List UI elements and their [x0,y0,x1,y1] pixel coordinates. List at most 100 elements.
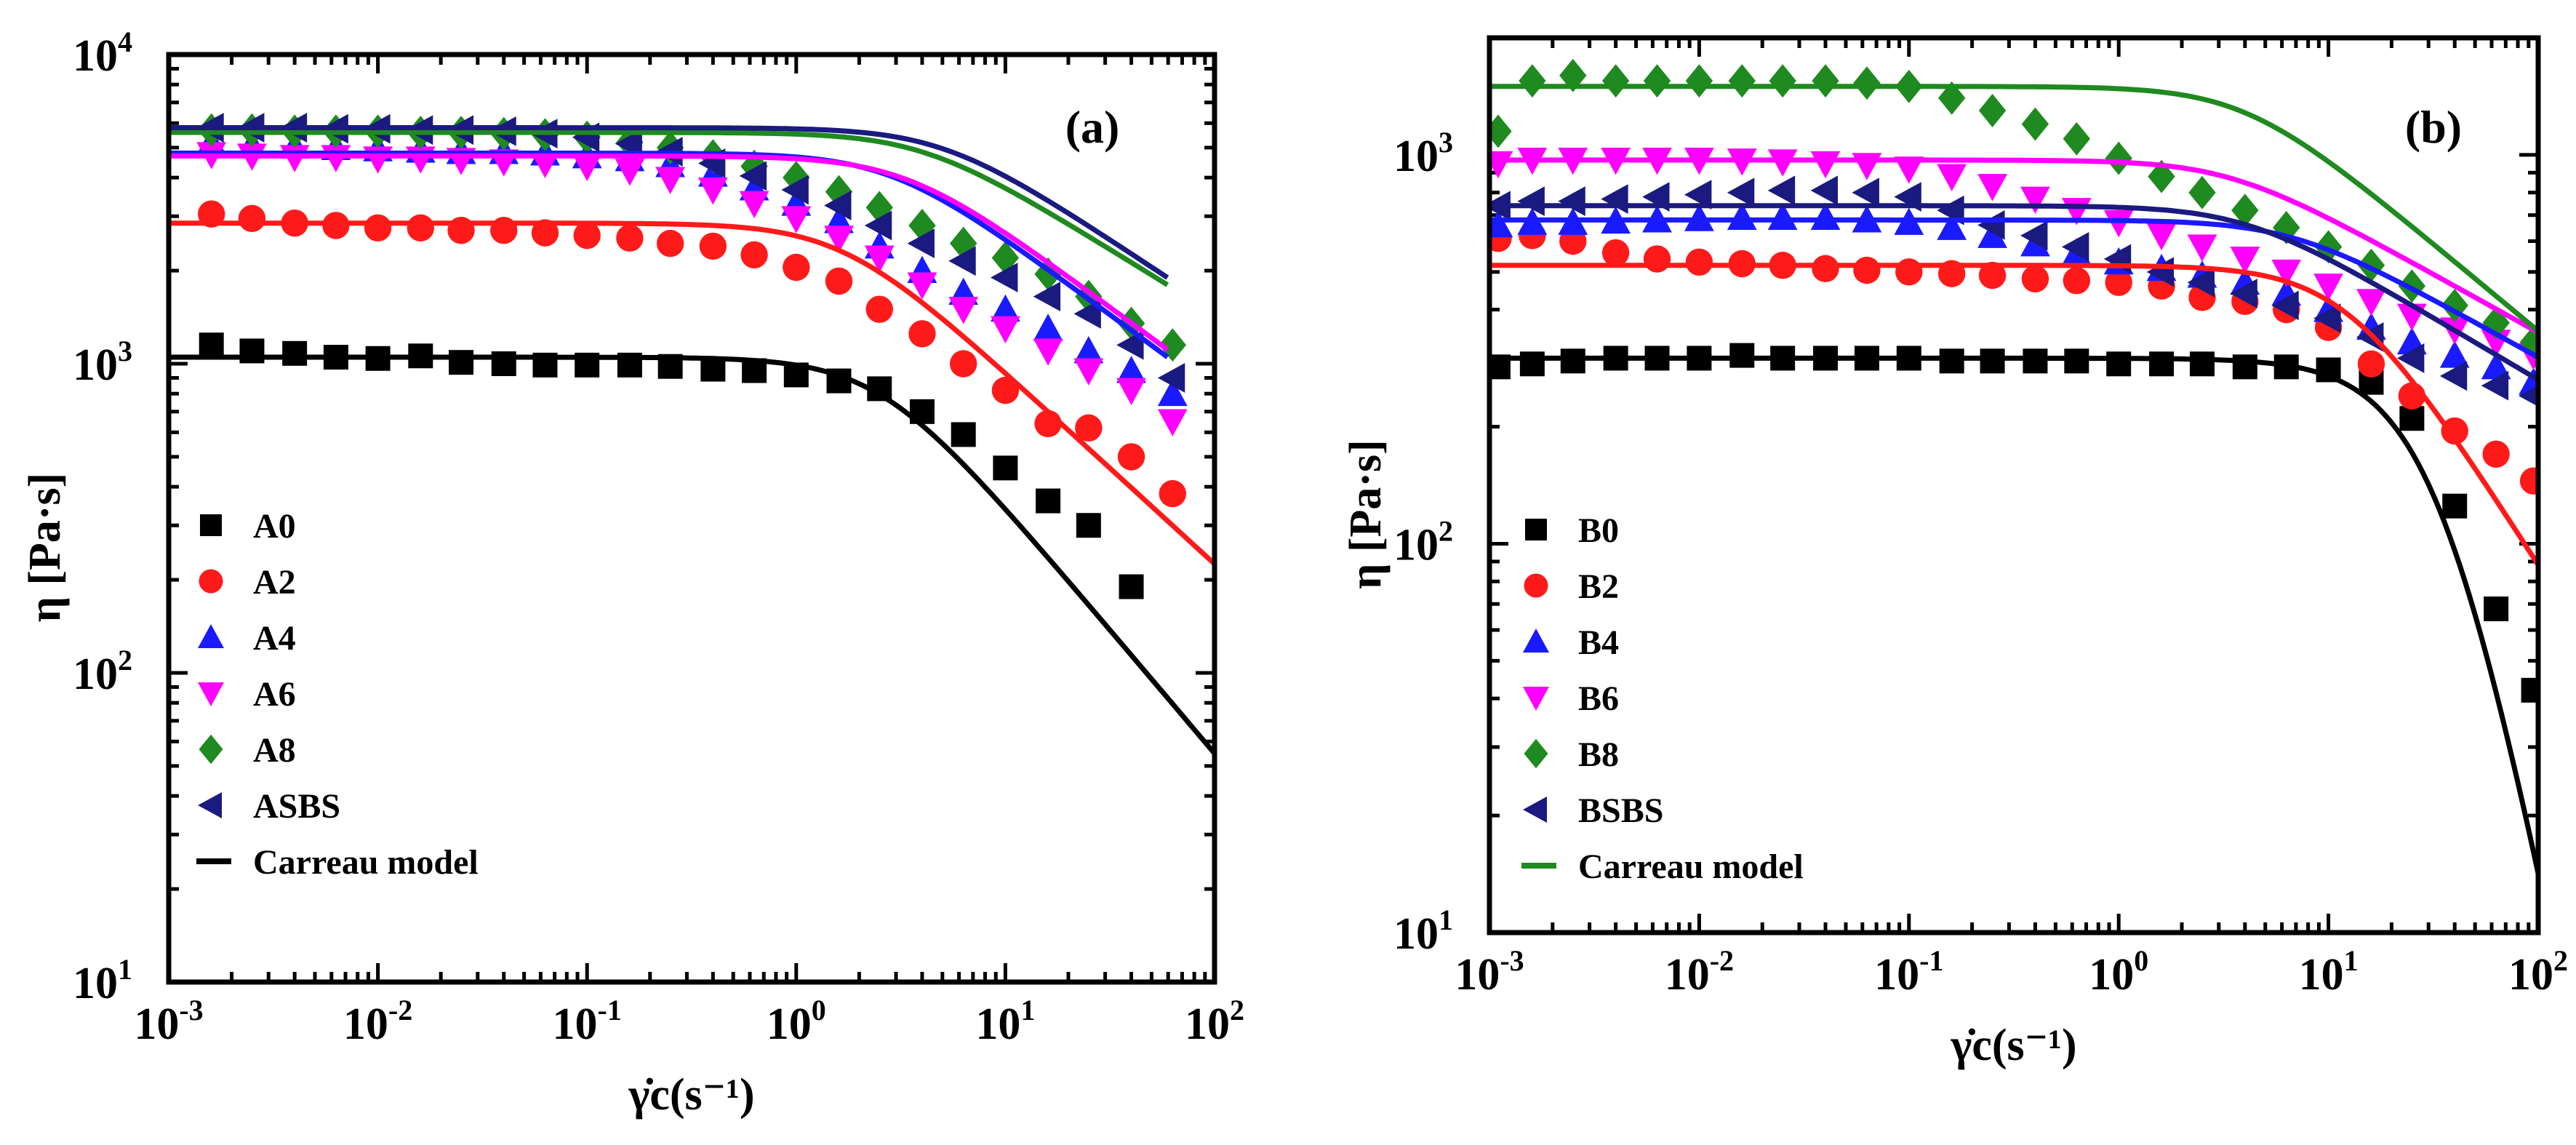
legend-marker-A8 [199,734,223,765]
data-point-A0 [951,422,976,447]
data-point-A8 [825,175,853,209]
data-point-B0 [2064,348,2089,374]
carreau-fit-A2 [169,220,1215,566]
data-point-A2 [407,214,435,242]
data-point-A2 [783,253,810,282]
legend-label: BSBS [1578,791,1663,830]
y-axis-label: η [Pa·s] [1341,439,1391,589]
data-point-B0 [2106,351,2132,377]
series-A6 [196,142,1188,436]
data-point-BSBS [1767,175,1796,206]
data-point-A4 [1116,356,1146,383]
x-tick-label: 101 [975,994,1035,1049]
x-tick-label: 101 [2299,944,2359,1000]
legend-label: B6 [1578,679,1619,718]
x-tick-label: 100 [2089,944,2148,1000]
plot-frame [1487,35,2541,935]
series-B4 [1489,202,2538,395]
data-point-A4 [1073,336,1104,364]
data-point-B6 [2020,186,2050,214]
carreau-fit-B2 [1489,263,2538,567]
data-point-B8 [1812,64,1839,98]
carreau-fit-B4 [1489,217,2538,360]
x-tick-label: 10-1 [1874,944,1943,1000]
data-point-B4 [1767,202,1798,231]
data-point-A6 [572,153,602,182]
data-point-ASBS [1157,363,1185,393]
legend-label: A6 [253,675,296,714]
data-point-B2 [2519,467,2538,495]
y-tick-label: 101 [1393,903,1453,959]
data-point-A6 [697,177,728,205]
data-point-B6 [2187,234,2217,262]
data-point-B2 [2105,268,2132,296]
data-point-ASBS [824,191,852,220]
data-point-B0 [2521,677,2538,703]
data-point-B6 [1852,153,1882,180]
data-point-B6 [1937,164,1967,191]
data-point-B8 [2357,248,2385,282]
data-point-B8 [1643,64,1671,98]
data-point-B0 [2149,351,2175,377]
data-point-B0 [2189,351,2215,377]
carreau-fit-B8 [1489,84,2538,333]
carreau-fit-BSBS [1489,203,2538,383]
data-point-A2 [1075,414,1103,442]
data-point-A2 [865,295,893,323]
data-point-B6 [2103,210,2134,238]
data-point-B6 [2356,289,2386,316]
data-point-B6 [1894,156,1924,184]
data-point-A2 [531,219,559,247]
data-point-B4 [1810,202,1841,231]
data-point-A6 [615,159,645,186]
data-point-BSBS [1727,177,1755,208]
data-point-A0 [1076,513,1101,538]
data-point-BSBS [1684,180,1712,210]
legend-marker-A0 [200,514,222,536]
data-point-BSBS [2187,267,2215,298]
legend-marker-B4 [1523,629,1549,653]
data-point-B6 [2271,259,2302,287]
chart-panel-b: 10-3 10-2 10-1 100 101 102 101 102 103 γ̇c(s⁻¹) η … [1341,35,2568,1070]
data-point-B0 [2442,493,2468,519]
data-point-B8 [1685,64,1713,98]
legend-marker-BSBS [1523,797,1547,823]
y-axis-label: η [Pa·s] [20,473,70,623]
data-point-B0 [2023,348,2048,374]
data-point-A6 [907,272,937,300]
data-point-ASBS [781,175,809,205]
data-point-A8 [908,209,936,242]
data-point-A2 [238,204,266,233]
data-point-B8 [1559,58,1587,92]
data-point-ASBS [948,246,976,276]
series-BSBS [1489,175,2538,407]
carreau-fit-A0 [169,354,1215,755]
data-point-A0 [1119,574,1144,599]
series-B6 [1489,147,2538,370]
data-point-A6 [655,167,686,194]
data-point-A0 [1036,488,1061,514]
data-point-A6 [864,245,895,273]
data-point-A2 [740,241,768,269]
x-tick-label: 10-2 [1665,944,1734,1000]
data-point-B0 [2484,596,2509,621]
data-point-B4 [1727,202,1757,231]
data-point-A8 [949,226,977,260]
data-point-BSBS [2313,303,2341,333]
data-point-B2 [2021,265,2049,293]
legend: A0 A2 A4 A6 A8 ASBS Carreau model [196,507,479,882]
data-point-B0 [1939,348,1964,374]
data-point-BSBS [2519,385,2538,407]
data-point-B4 [1977,220,2007,248]
data-point-B6 [2146,223,2177,251]
legend: B0 B2 B4 B6 B8 BSBS Carreau model [1521,511,1804,886]
plot-area [1489,58,2538,874]
data-point-A2 [573,221,601,250]
x-tick-label: 10-2 [343,994,412,1049]
data-point-B8 [2063,121,2091,156]
carreau-fit-B0 [1489,355,2538,874]
x-axis-label: γ̇c(s⁻¹) [1950,1021,2076,1070]
legend-marker-ASBS [198,792,222,818]
data-point-BSBS [2439,361,2468,391]
plot-area [169,113,1215,755]
